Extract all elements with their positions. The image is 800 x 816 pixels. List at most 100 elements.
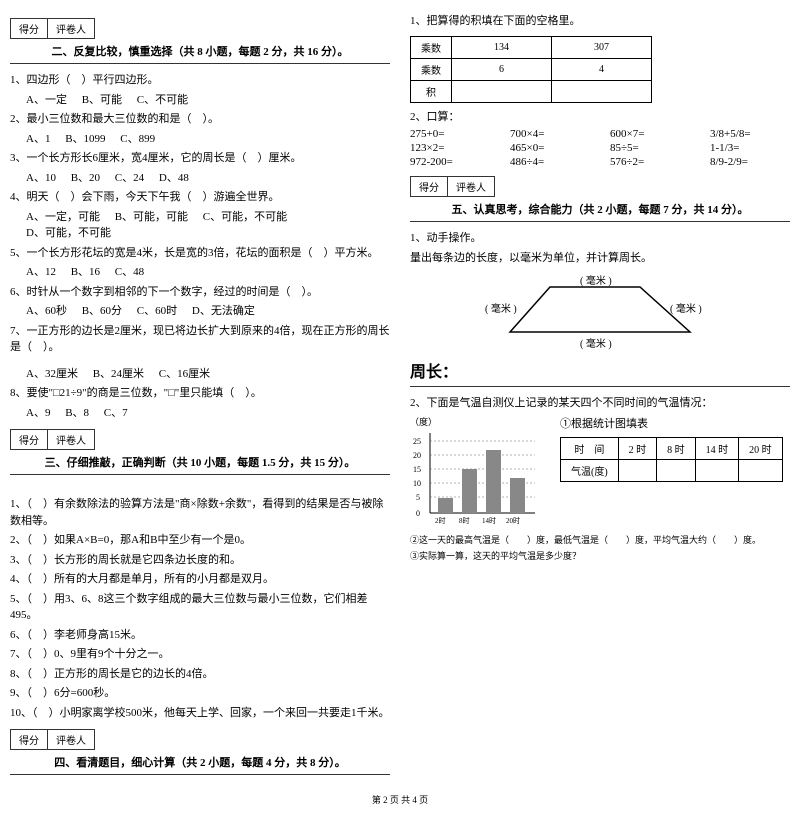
ytick: 20 — [413, 451, 421, 460]
q5-1-sub: 量出每条边的长度，以毫米为单位，并计算周长。 — [410, 250, 790, 267]
section-3-title: 三、仔细推敲，正确判断（共 10 小题，每题 1.5 分，共 15 分）。 — [10, 454, 390, 475]
calc: 700×4= — [510, 128, 580, 140]
cell: 14 时 — [695, 437, 739, 459]
opt: D、48 — [159, 170, 189, 187]
section-5-title: 五、认真思考，综合能力（共 2 小题，每题 7 分，共 14 分）。 — [410, 201, 790, 222]
q3-6: 6、（ ）李老师身高15米。 — [10, 627, 390, 644]
bar — [462, 469, 477, 513]
calc: 600×7= — [610, 128, 680, 140]
q2-2: 2、最小三位数和最大三位数的和是（ ）。 — [10, 111, 390, 128]
ytick: 0 — [416, 509, 420, 518]
cell — [552, 80, 652, 102]
xtick: 8时 — [459, 516, 470, 525]
cell: 20 时 — [739, 437, 783, 459]
q3-3: 3、（ ）长方形的周长就是它四条边长度的和。 — [10, 552, 390, 569]
bar — [510, 478, 525, 513]
q3-10: 10、（ ）小明家离学校500米，他每天上学、回家，一个来回一共要走1千米。 — [10, 705, 390, 722]
opt: C、48 — [115, 264, 144, 281]
q2-4: 4、明天（ ）会下雨，今天下午我（ ）游遍全世界。 — [10, 189, 390, 206]
cell: 乘数 — [411, 58, 452, 80]
opt: B、20 — [71, 170, 100, 187]
opt: C、60时 — [137, 303, 177, 320]
y-label: （度） — [410, 415, 540, 428]
q2-5-opts: A、12 B、16 C、48 — [10, 264, 390, 281]
opt: B、16 — [71, 264, 100, 281]
q5-2: 2、下面是气温自测仪上记录的某天四个不同时间的气温情况： — [410, 395, 790, 412]
opt: B、60分 — [82, 303, 122, 320]
bar — [438, 498, 453, 513]
cell — [695, 459, 739, 481]
reviewer-cell: 评卷人 — [47, 429, 95, 450]
opt: C、16厘米 — [159, 366, 210, 383]
q2-3: 3、一个长方形长6厘米，宽4厘米，它的周长是（ ）厘米。 — [10, 150, 390, 167]
opt: B、可能，可能 — [115, 209, 188, 226]
opt: A、9 — [26, 405, 50, 422]
score-cell: 得分 — [10, 429, 48, 450]
score-cell: 得分 — [10, 18, 48, 39]
opt: C、7 — [104, 405, 128, 422]
chart-title: ①根据统计图填表 — [560, 415, 783, 431]
calc: 85÷5= — [610, 142, 680, 154]
opt: A、32厘米 — [26, 366, 78, 383]
bar — [486, 450, 501, 513]
q3-1: 1、（ ）有余数除法的验算方法是"商×除数+余数"，看得到的结果是否与被除数相等… — [10, 496, 390, 529]
q2-7: 7、一正方形的边长是2厘米，现已将边长扩大到原来的4倍，现在正方形的周长是（ ）… — [10, 323, 390, 356]
q3-4: 4、（ ）所有的大月都是单月，所有的小月都是双月。 — [10, 571, 390, 588]
calc: 275+0= — [410, 128, 480, 140]
opt: B、可能 — [82, 92, 122, 109]
reviewer-cell: 评卷人 — [47, 729, 95, 750]
mm-label: 毫米 — [491, 302, 511, 315]
cell — [739, 459, 783, 481]
cell: 积 — [411, 80, 452, 102]
q3-8: 8、（ ）正方形的周长是它的边长的4倍。 — [10, 666, 390, 683]
cell: 2 时 — [618, 437, 657, 459]
ytick: 10 — [413, 479, 421, 488]
svg-text:( 毫米 ): ( 毫米 ) — [580, 274, 612, 287]
opt: A、一定 — [26, 92, 67, 109]
q2-1-opts: A、一定 B、可能 C、不可能 — [10, 92, 390, 109]
q2-6: 6、时针从一个数字到相邻的下一个数字，经过的时间是（ ）。 — [10, 284, 390, 301]
cell — [618, 459, 657, 481]
bar-chart-svg: 25 20 15 10 5 0 2时 8时 14时 20时 — [410, 428, 540, 528]
q2-8-opts: A、9 B、8 C、7 — [10, 405, 390, 422]
q4-1: 1、把算得的积填在下面的空格里。 — [410, 13, 790, 30]
perimeter-label: 周长： — [410, 358, 790, 382]
opt: A、一定，可能 — [26, 209, 100, 226]
section-4-title: 四、看清题目，细心计算（共 2 小题，每题 4 分，共 8 分）。 — [10, 754, 390, 775]
xtick: 20时 — [506, 516, 520, 525]
note2: ③实际算一算，这天的平均气温是多少度？ — [410, 550, 790, 564]
opt: C、899 — [120, 131, 155, 148]
trapezoid-diagram: ( 毫米 ) ( 毫米 ) ( 毫米 ) ( 毫米 ) — [480, 272, 720, 352]
reviewer-cell: 评卷人 — [447, 176, 495, 197]
score-cell: 得分 — [410, 176, 448, 197]
q2-4-opts: A、一定，可能 B、可能，可能 C、可能，不可能 D、可能，不可能 — [10, 209, 390, 242]
cell: 6 — [452, 58, 552, 80]
calc: 486÷4= — [510, 156, 580, 168]
q2-2-opts: A、1 B、1099 C、899 — [10, 131, 390, 148]
opt: A、1 — [26, 131, 50, 148]
cell: 134 — [452, 36, 552, 58]
calc: 465×0= — [510, 142, 580, 154]
chart-table-area: ①根据统计图填表 时 间 2 时 8 时 14 时 20 时 气温(度) — [560, 415, 783, 488]
opt: B、1099 — [65, 131, 105, 148]
page-footer: 第 2 页 共 4 页 — [10, 793, 790, 806]
product-table: 乘数 134 307 乘数 6 4 积 — [410, 36, 652, 103]
q3-9: 9、（ ）6分=600秒。 — [10, 685, 390, 702]
cell: 4 — [552, 58, 652, 80]
svg-text:( 毫米 ): ( 毫米 ) — [580, 337, 612, 350]
temp-table: 时 间 2 时 8 时 14 时 20 时 气温(度) — [560, 437, 783, 482]
bar-chart: （度） 25 20 15 10 5 — [410, 415, 540, 531]
right-column: 1、把算得的积填在下面的空格里。 乘数 134 307 乘数 6 4 积 2、口… — [410, 10, 790, 783]
q2-5: 5、一个长方形花坛的宽是4米，长是宽的3倍，花坛的面积是（ ）平方米。 — [10, 245, 390, 262]
score-box: 得分 评卷人 — [10, 429, 390, 450]
cell — [452, 80, 552, 102]
left-column: 得分 评卷人 二、反复比较，慎重选择（共 8 小题，每题 2 分，共 16 分）… — [10, 10, 390, 783]
opt: A、10 — [26, 170, 56, 187]
ytick: 25 — [413, 437, 421, 446]
chart-area: （度） 25 20 15 10 5 — [410, 415, 790, 531]
q2-7-opts: A、32厘米 B、24厘米 C、16厘米 — [10, 366, 390, 383]
opt: C、不可能 — [137, 92, 188, 109]
score-box: 得分 评卷人 — [410, 176, 790, 197]
opt: B、24厘米 — [93, 366, 144, 383]
note1: ②这一天的最高气温是（ ）度，最低气温是（ ）度，平均气温大约（ ）度。 — [410, 534, 790, 548]
